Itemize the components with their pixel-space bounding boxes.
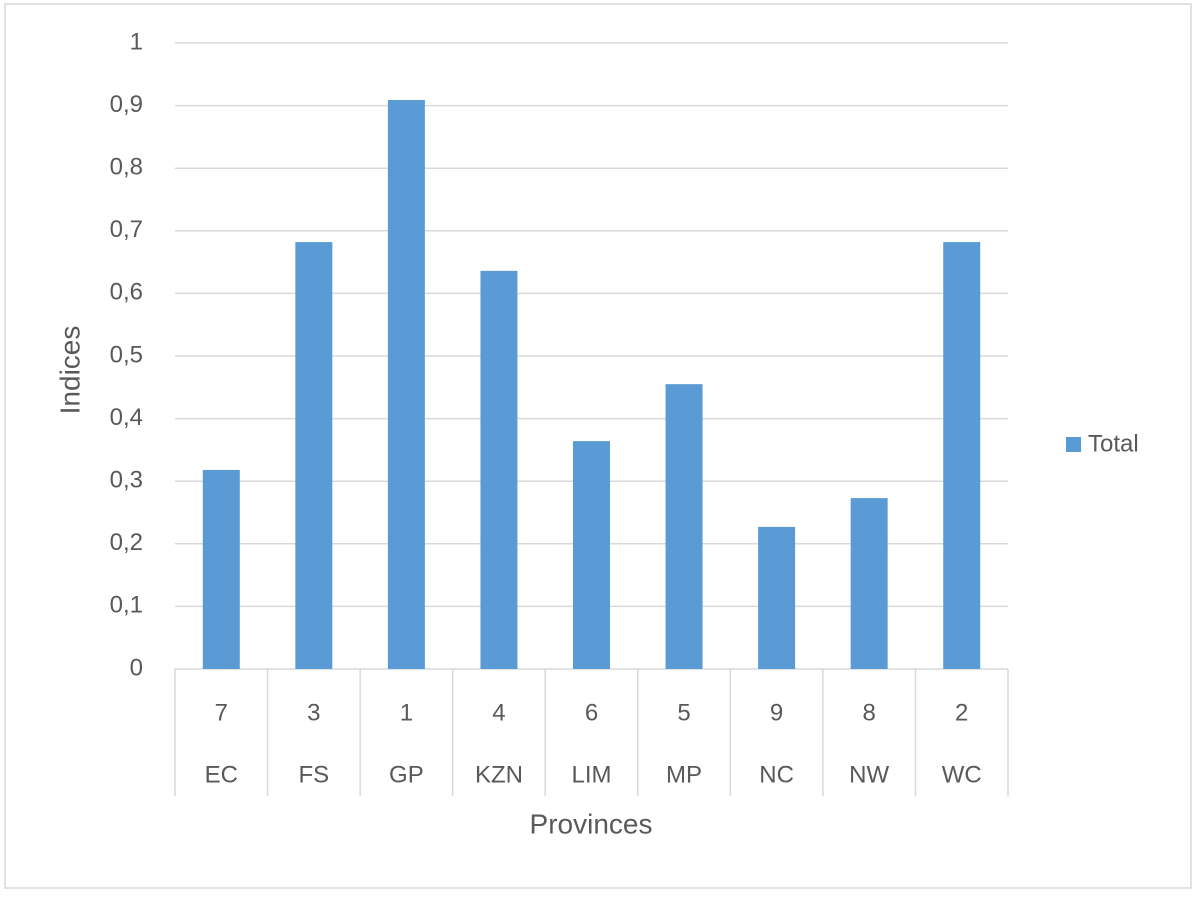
x-tick-label: NW [849,761,889,788]
bar [573,441,610,669]
y-axis-title: Indices [54,326,85,415]
x-rank-label: 2 [955,699,968,726]
x-rank-label: 4 [492,699,505,726]
bar [202,469,240,669]
y-tick-label: 0,7 [110,216,143,243]
bar [943,242,981,669]
legend-label: Total [1088,430,1139,457]
bar [387,99,425,669]
legend-swatch [1066,437,1081,452]
y-tick-label: 0,6 [110,279,143,306]
y-tick-label: 0,4 [110,404,143,431]
y-tick-label: 0,3 [110,467,143,494]
x-tick-label: LIM [571,761,611,788]
x-axis-title: Provinces [530,808,653,839]
x-rank-label: 1 [400,699,413,726]
x-tick-label: NC [759,761,794,788]
y-tick-label: 1 [130,28,143,55]
x-tick-label: MP [666,761,702,788]
x-rank-label: 9 [770,699,783,726]
x-tick-label: GP [389,761,424,788]
x-rank-label: 7 [215,699,228,726]
x-tick-label: KZN [475,761,523,788]
bar [295,242,333,669]
bar [758,526,796,669]
y-tick-label: 0 [130,654,143,681]
x-tick-label: EC [205,761,238,788]
y-tick-label: 0,9 [110,91,143,118]
bar [665,384,703,669]
x-rank-label: 6 [585,699,598,726]
x-tick-label: FS [298,761,329,788]
bar [480,270,518,669]
x-rank-label: 3 [307,699,320,726]
x-rank-label: 8 [862,699,875,726]
y-tick-label: 0,1 [110,592,143,619]
bar [850,498,888,669]
x-tick-label: WC [942,761,982,788]
y-tick-label: 0,5 [110,341,143,368]
x-rank-label: 5 [677,699,690,726]
y-tick-label: 0,2 [110,529,143,556]
y-tick-label: 0,8 [110,154,143,181]
